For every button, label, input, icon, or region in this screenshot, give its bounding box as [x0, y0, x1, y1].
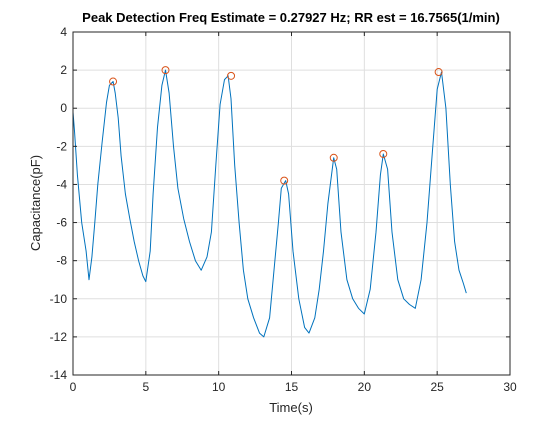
x-tick-label: 20	[358, 380, 372, 394]
x-tick-label: 15	[285, 380, 299, 394]
chart-title: Peak Detection Freq Estimate = 0.27927 H…	[82, 10, 500, 25]
y-tick-label: -2	[56, 139, 67, 153]
y-tick-label: -6	[56, 216, 67, 230]
y-tick-label: -14	[50, 368, 68, 382]
y-tick-label: -4	[56, 177, 67, 191]
x-tick-label: 5	[142, 380, 149, 394]
x-tick-label: 25	[430, 380, 444, 394]
y-axis-label: Capacitance(pF)	[28, 155, 43, 251]
x-tick-label: 10	[212, 380, 226, 394]
x-tick-label: 0	[70, 380, 77, 394]
x-tick-label: 30	[503, 380, 517, 394]
x-axis-label: Time(s)	[269, 400, 313, 415]
y-tick-label: -10	[50, 292, 68, 306]
y-tick-label: -12	[50, 330, 68, 344]
y-tick-label: -8	[56, 254, 67, 268]
y-tick-label: 0	[60, 101, 67, 115]
y-tick-label: 4	[60, 25, 67, 39]
y-tick-label: 2	[60, 63, 67, 77]
